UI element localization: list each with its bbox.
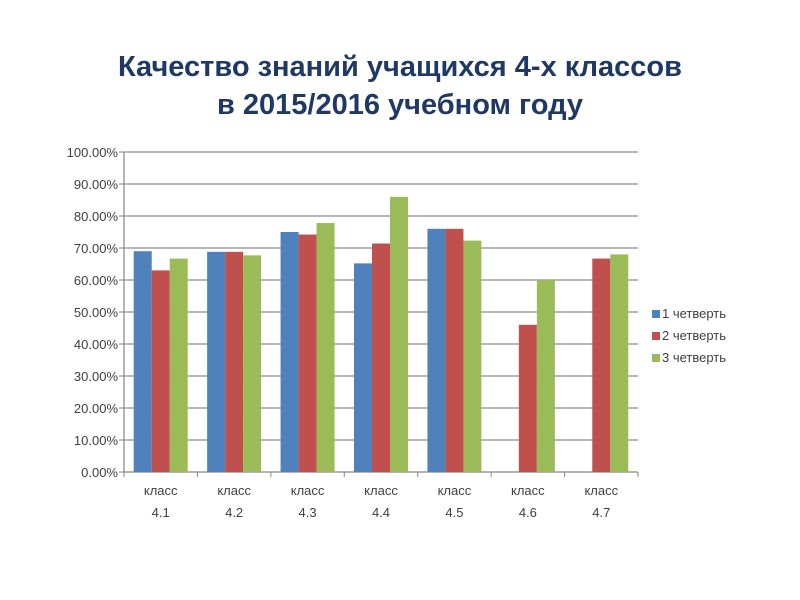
y-tick-label: 30.00% xyxy=(74,369,119,384)
legend-swatch xyxy=(652,310,660,318)
y-tick-label: 10.00% xyxy=(74,433,119,448)
bar xyxy=(463,240,482,472)
x-category-label: класс xyxy=(584,483,618,498)
x-category-label: класс xyxy=(217,483,251,498)
bar xyxy=(610,254,629,472)
title-line-1: Качество знаний учащихся 4-х классов xyxy=(118,51,682,83)
legend-swatch xyxy=(652,332,660,340)
legend: 1 четверть 2 четверть 3 четверть xyxy=(652,306,726,365)
y-axis-ticks: 0.00% 10.00% 20.00% 30.00% 40.00% 50.00% 60.00… xyxy=(67,145,119,480)
x-category-label: класс xyxy=(438,483,472,498)
x-category-label: класс xyxy=(291,483,325,498)
x-category-label: 4.3 xyxy=(299,505,317,520)
bar xyxy=(169,258,188,472)
y-tick-label: 60.00% xyxy=(74,273,119,288)
y-tick-label: 20.00% xyxy=(74,401,119,416)
y-tick-label: 0.00% xyxy=(81,465,118,480)
title-line-2: в 2015/2016 учебном году xyxy=(217,89,583,121)
bar xyxy=(298,234,317,472)
bar xyxy=(151,270,170,472)
y-tick-label: 100.00% xyxy=(67,145,119,160)
chart-title: Качество знаний учащихся 4-х классов в 2… xyxy=(0,48,800,124)
y-tick-label: 80.00% xyxy=(74,209,119,224)
legend-swatch xyxy=(652,354,660,362)
bar xyxy=(133,251,152,472)
x-category-label: класс xyxy=(144,483,178,498)
bar xyxy=(243,255,262,472)
x-category-label: 4.1 xyxy=(152,505,170,520)
x-category-label: 4.7 xyxy=(592,505,610,520)
bar xyxy=(207,251,226,472)
bars xyxy=(133,196,629,473)
legend-label: 2 четверть xyxy=(662,328,726,343)
bar xyxy=(536,280,555,472)
x-category-label: класс xyxy=(511,483,545,498)
y-tick-label: 90.00% xyxy=(74,177,119,192)
y-tick-label: 70.00% xyxy=(74,241,119,256)
x-category-label: 4.4 xyxy=(372,505,390,520)
x-category-label: класс xyxy=(364,483,398,498)
bar xyxy=(372,243,390,472)
legend-label: 3 четверть xyxy=(662,350,726,365)
bar xyxy=(225,251,244,472)
bar xyxy=(518,324,537,472)
bar xyxy=(280,232,299,472)
x-axis-categories: класс 4.1 класс 4.2 класс 4.3 класс 4.4 класс 4.5… xyxy=(144,483,619,520)
bar xyxy=(427,228,446,472)
bar xyxy=(592,258,611,472)
bar xyxy=(354,263,372,472)
x-category-label: 4.6 xyxy=(519,505,537,520)
y-tick-label: 40.00% xyxy=(74,337,119,352)
bar xyxy=(316,223,335,472)
y-tick-label: 50.00% xyxy=(74,305,119,320)
bar xyxy=(390,196,408,473)
x-category-label: 4.5 xyxy=(445,505,463,520)
x-category-label: 4.2 xyxy=(225,505,243,520)
bar xyxy=(445,228,464,472)
legend-label: 1 четверть xyxy=(662,306,726,321)
